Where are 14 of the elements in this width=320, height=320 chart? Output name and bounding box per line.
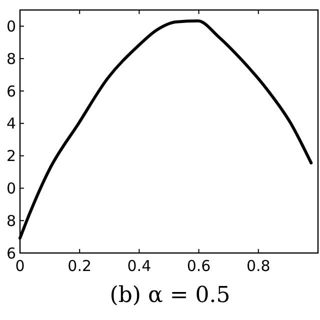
text: 8 <box>6 50 16 68</box>
text: 6 <box>6 244 16 262</box>
x-tick-label: 0.2 <box>68 257 92 275</box>
text: 6 <box>6 82 16 100</box>
text: 0 <box>6 179 16 198</box>
x-tick-label: 0.6 <box>186 257 211 275</box>
text: 2 <box>6 147 16 166</box>
text: (b) α = 0.5 <box>110 283 230 308</box>
text: 4 <box>6 114 16 133</box>
x-tick-label: 0 <box>15 257 25 275</box>
x-tick-label: 0.4 <box>127 257 152 275</box>
text: 0 <box>6 17 16 36</box>
text: 8 <box>6 212 16 230</box>
x-tick-label: 0.8 <box>246 257 270 275</box>
